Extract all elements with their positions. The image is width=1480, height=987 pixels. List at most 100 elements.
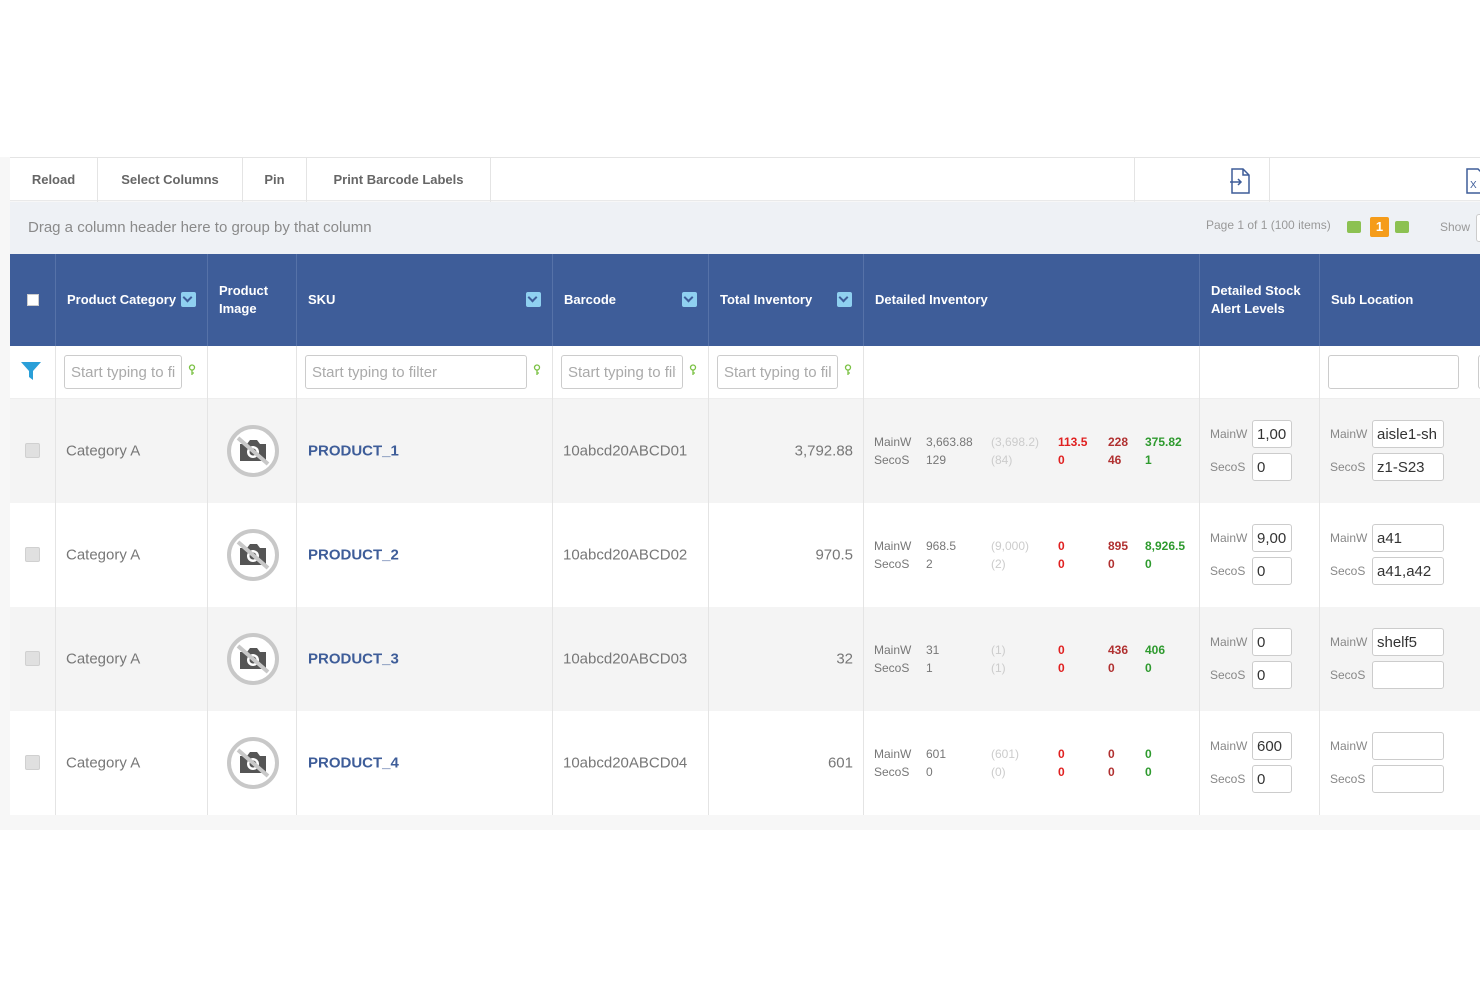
- alert-level-input-2[interactable]: [1252, 661, 1292, 689]
- table-row[interactable]: Category A PRODUCT_3 10abcd20ABCD03 32 M…: [10, 607, 1480, 711]
- alert-level-input-1[interactable]: [1252, 628, 1292, 656]
- table-row[interactable]: Category A PRODUCT_4 10abcd20ABCD04 601 …: [10, 711, 1480, 815]
- barcode-text: 10abcd20ABCD03: [563, 650, 688, 668]
- incoming-value: 46: [1108, 453, 1122, 467]
- row-checkbox[interactable]: [25, 755, 40, 770]
- shortfall-value: 113.5: [1058, 435, 1088, 449]
- total-inventory-cell: 32: [709, 607, 864, 711]
- sku-link[interactable]: PRODUCT_3: [308, 650, 399, 668]
- header-sku[interactable]: SKU: [297, 254, 553, 346]
- reload-button[interactable]: Reload: [10, 158, 98, 202]
- sku-cell: PRODUCT_4: [297, 711, 553, 815]
- print-barcode-labels-button[interactable]: Print Barcode Labels: [307, 158, 491, 202]
- header-sub-location[interactable]: Sub Location: [1331, 292, 1414, 307]
- inventory-filter-input[interactable]: [717, 355, 838, 389]
- category-filter-input[interactable]: [64, 355, 182, 389]
- category-text: Category A: [66, 442, 141, 460]
- table-row[interactable]: Category A PRODUCT_2 10abcd20ABCD02 970.…: [10, 503, 1480, 607]
- prev-page-icon[interactable]: [1347, 221, 1361, 233]
- image-cell: [208, 503, 297, 607]
- sku-link[interactable]: PRODUCT_4: [308, 754, 399, 772]
- inventory-location-2: SecoS: [874, 557, 910, 571]
- barcode-filter-input[interactable]: [561, 355, 683, 389]
- alert-level-input-2[interactable]: [1252, 453, 1292, 481]
- header-detailed-inventory[interactable]: Detailed Inventory: [864, 254, 1200, 346]
- incoming-value: 0: [1108, 557, 1115, 571]
- alert-level-input-2[interactable]: [1252, 557, 1292, 585]
- header-stock-alert-levels[interactable]: Detailed Stock Alert Levels: [1200, 254, 1320, 346]
- sub-location-input-2[interactable]: [1372, 453, 1444, 481]
- shortfall-value: 0: [1058, 747, 1065, 761]
- chevron-down-icon[interactable]: [682, 292, 697, 307]
- pin-button[interactable]: Pin: [243, 158, 307, 202]
- row-checkbox[interactable]: [25, 651, 40, 666]
- header-product-category[interactable]: Product Category: [56, 254, 208, 346]
- row-checkbox[interactable]: [25, 547, 40, 562]
- incoming-value: 0: [1108, 661, 1115, 675]
- sub-location-input-2[interactable]: [1372, 765, 1444, 793]
- total-inventory-cell: 601: [709, 711, 864, 815]
- header-total-inventory[interactable]: Total Inventory: [709, 254, 864, 346]
- sub-location-filter-input[interactable]: [1328, 355, 1459, 389]
- chevron-down-icon[interactable]: [181, 292, 196, 307]
- key-icon[interactable]: [533, 364, 541, 376]
- inventory-location-1: MainW: [874, 539, 912, 553]
- on-hand-value: 3,663.88: [926, 435, 973, 449]
- barcode-cell: 10abcd20ABCD04: [553, 711, 709, 815]
- sub-location-input-2[interactable]: [1372, 661, 1444, 689]
- sku-link[interactable]: PRODUCT_1: [308, 442, 399, 460]
- available-value: 8,926.5: [1145, 539, 1186, 553]
- on-hand-value: 129: [926, 453, 947, 467]
- total-inventory-text: 32: [836, 650, 853, 668]
- table-row[interactable]: Category A PRODUCT_1 10abcd20ABCD01 3,79…: [10, 399, 1480, 503]
- sub-location-input-1[interactable]: [1372, 524, 1444, 552]
- barcode-cell: 10abcd20ABCD03: [553, 607, 709, 711]
- on-hand-value: 0: [926, 765, 933, 779]
- svg-text:X: X: [1470, 180, 1477, 191]
- row-checkbox[interactable]: [25, 443, 40, 458]
- sub-location-input-2[interactable]: [1372, 557, 1444, 585]
- extra-filter-input[interactable]: [1478, 355, 1480, 389]
- sub-location-label-1: MainW: [1330, 739, 1368, 753]
- alert-levels-cell: MainW SecoS: [1200, 711, 1320, 815]
- sku-filter-cell: [297, 346, 553, 399]
- page-size-select[interactable]: [1476, 214, 1480, 242]
- excel-export-button[interactable]: X: [1269, 158, 1480, 202]
- alert-level-input-2[interactable]: [1252, 765, 1292, 793]
- chevron-down-icon[interactable]: [837, 292, 852, 307]
- category-cell: Category A: [56, 711, 208, 815]
- key-icon[interactable]: [689, 364, 697, 376]
- image-cell: [208, 399, 297, 503]
- key-icon[interactable]: [844, 364, 852, 376]
- shortfall-value: 0: [1058, 539, 1065, 553]
- category-text: Category A: [66, 546, 141, 564]
- page-size-label: Show: [1440, 220, 1471, 234]
- select-columns-button[interactable]: Select Columns: [98, 158, 243, 202]
- alert-level-input-1[interactable]: [1252, 524, 1292, 552]
- select-all-checkbox[interactable]: [27, 294, 39, 306]
- allocated-value: (1): [991, 643, 1006, 657]
- sub-location-input-1[interactable]: [1372, 628, 1444, 656]
- detailed-inventory-cell: MainW SecoS 3,663.88 (3,698.2) 113.5 228…: [864, 399, 1200, 503]
- category-filter-cell: [56, 346, 208, 399]
- chevron-down-icon[interactable]: [526, 292, 541, 307]
- header-barcode[interactable]: Barcode: [553, 254, 709, 346]
- group-by-bar[interactable]: Drag a column header here to group by th…: [10, 202, 1480, 254]
- export-button[interactable]: [1134, 158, 1269, 202]
- filter-icon[interactable]: [20, 361, 42, 381]
- sub-location-input-1[interactable]: [1372, 732, 1444, 760]
- sub-location-input-1[interactable]: [1372, 420, 1444, 448]
- key-icon[interactable]: [188, 364, 196, 376]
- sku-link[interactable]: PRODUCT_2: [308, 546, 399, 564]
- on-hand-value: 1: [926, 661, 933, 675]
- next-page-icon[interactable]: [1395, 221, 1409, 233]
- current-page-button[interactable]: 1: [1370, 217, 1389, 237]
- allocated-value: (1): [991, 661, 1006, 675]
- alert-level-input-1[interactable]: [1252, 420, 1292, 448]
- sku-filter-input[interactable]: [305, 355, 527, 389]
- allocated-value: (9,000): [991, 539, 1030, 553]
- row-select-cell: [10, 711, 56, 815]
- alert-level-input-1[interactable]: [1252, 732, 1292, 760]
- header-product-image[interactable]: Product Image: [208, 254, 297, 346]
- allocated-value: (601): [991, 747, 1020, 761]
